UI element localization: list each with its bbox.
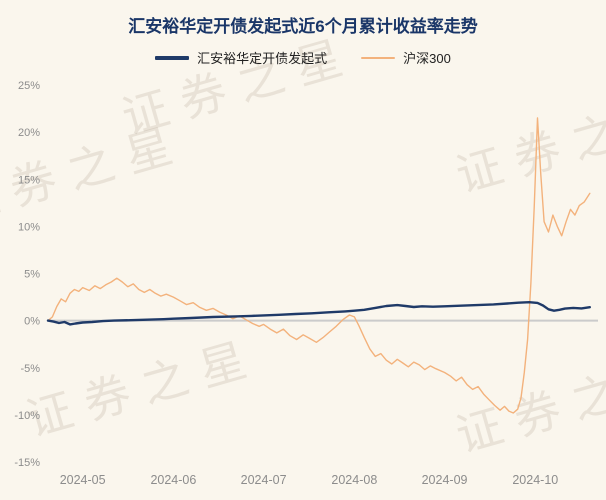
- fund-line-swatch: [155, 55, 190, 60]
- y-tick-label: 10%: [18, 221, 40, 233]
- chart-legend: 汇安裕华定开债发起式 沪深300: [0, 48, 606, 67]
- legend-item-csi300: 沪深300: [361, 48, 451, 67]
- csi300-line: [47, 117, 591, 414]
- y-tick-label: -15%: [14, 457, 40, 469]
- y-tick-label: 15%: [18, 174, 40, 186]
- legend-item-fund: 汇安裕华定开债发起式: [155, 48, 327, 67]
- fund-line: [46, 301, 591, 326]
- y-tick-label: 0%: [24, 316, 40, 328]
- x-tick-label: 2024-06: [150, 473, 196, 487]
- y-tick-label: -10%: [14, 410, 40, 422]
- y-tick-label: 5%: [24, 269, 40, 281]
- csi300-line-swatch: [361, 56, 396, 59]
- y-tick-label: -5%: [20, 363, 40, 375]
- chart-title: 汇安裕华定开债发起式近6个月累计收益率走势: [128, 17, 478, 36]
- x-tick-label: 2024-10: [512, 473, 558, 487]
- x-tick-label: 2024-07: [241, 473, 287, 487]
- y-tick-label: 20%: [18, 127, 40, 139]
- legend-label-fund: 汇安裕华定开债发起式: [197, 51, 328, 66]
- legend-label-csi300: 沪深300: [403, 51, 451, 66]
- x-tick-label: 2024-08: [331, 473, 377, 487]
- x-tick-label: 2024-05: [60, 473, 106, 487]
- y-tick-label: 25%: [18, 80, 40, 92]
- x-tick-label: 2024-09: [422, 473, 468, 487]
